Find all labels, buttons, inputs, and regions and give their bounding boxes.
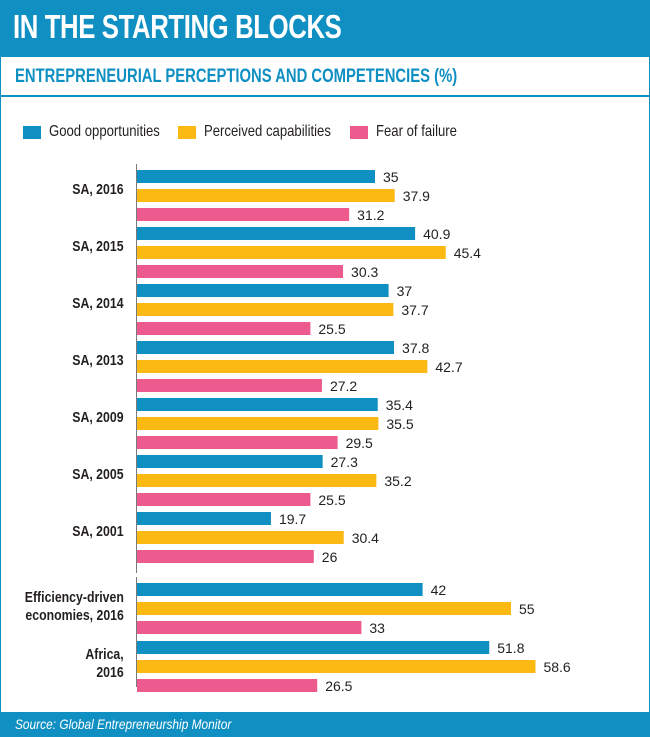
bar-perceived-capabilities	[137, 360, 428, 373]
bar-fear-of-failure	[137, 265, 344, 278]
data-label-fear-of-failure: 25.5	[318, 321, 345, 337]
data-label-good-opportunities: 35.4	[386, 397, 413, 413]
data-label-perceived-capabilities: 37.7	[401, 302, 428, 318]
data-label-good-opportunities: 51.8	[497, 640, 524, 656]
data-label-perceived-capabilities: 35.5	[386, 416, 413, 432]
subtitle-divider	[1, 95, 649, 97]
data-label-good-opportunities: 37	[397, 283, 413, 299]
data-label-fear-of-failure: 26.5	[325, 678, 352, 694]
bar-good-opportunities	[137, 284, 389, 297]
data-label-fear-of-failure: 29.5	[346, 435, 373, 451]
category-label: SA, 2014	[72, 295, 124, 312]
data-label-perceived-capabilities: 45.4	[454, 245, 481, 261]
data-label-perceived-capabilities: 58.6	[543, 659, 570, 675]
data-label-perceived-capabilities: 42.7	[435, 359, 462, 375]
bar-good-opportunities	[137, 455, 323, 468]
data-label-good-opportunities: 35	[383, 169, 399, 185]
bar-perceived-capabilities	[137, 417, 379, 430]
bar-good-opportunities	[137, 641, 490, 654]
category-label: SA, 2016	[72, 181, 124, 198]
data-label-good-opportunities: 40.9	[423, 226, 450, 242]
data-label-perceived-capabilities: 35.2	[384, 473, 411, 489]
bar-perceived-capabilities	[137, 602, 511, 615]
bar-good-opportunities	[137, 227, 416, 240]
data-label-perceived-capabilities: 30.4	[352, 530, 379, 546]
title-bar: IN THE STARTING BLOCKS	[1, 1, 649, 57]
data-label-fear-of-failure: 30.3	[351, 264, 378, 280]
data-label-fear-of-failure: 31.2	[357, 207, 384, 223]
source-note: Source: Global Entrepreneurship Monitor	[15, 716, 232, 732]
bar-fear-of-failure	[137, 379, 322, 392]
legend-swatch-good-opportunities	[23, 126, 41, 139]
bar-fear-of-failure	[137, 436, 338, 449]
axis-line-upper	[136, 164, 137, 573]
bar-perceived-capabilities	[137, 303, 394, 316]
data-label-fear-of-failure: 27.2	[330, 378, 357, 394]
data-label-good-opportunities: 19.7	[279, 511, 306, 527]
data-label-good-opportunities: 27.3	[331, 454, 358, 470]
legend-swatch-fear-of-failure	[350, 126, 368, 139]
category-label: SA, 2005	[72, 466, 124, 483]
bar-good-opportunities	[137, 398, 378, 411]
data-label-fear-of-failure: 25.5	[318, 492, 345, 508]
bar-good-opportunities	[137, 512, 271, 525]
bar-good-opportunities	[137, 341, 395, 354]
legend-label-perceived-capabilities: Perceived capabilities	[204, 123, 331, 140]
page-title: IN THE STARTING BLOCKS	[13, 8, 342, 45]
data-label-perceived-capabilities: 55	[519, 601, 535, 617]
category-label: SA, 2009	[72, 409, 124, 426]
bar-good-opportunities	[137, 170, 375, 183]
legend-label-good-opportunities: Good opportunities	[49, 123, 160, 140]
bar-fear-of-failure	[137, 679, 318, 692]
category-label: SA, 2015	[72, 238, 124, 255]
category-label: Efficiency-driven economies, 2016	[24, 589, 125, 624]
legend-swatch-perceived-capabilities	[178, 126, 196, 139]
bar-fear-of-failure	[137, 621, 362, 634]
data-label-fear-of-failure: 26	[322, 549, 338, 565]
bar-perceived-capabilities	[137, 189, 395, 202]
bar-perceived-capabilities	[137, 474, 377, 487]
chart-subtitle: ENTREPRENEURIAL PERCEPTIONS AND COMPETEN…	[15, 66, 458, 87]
category-label: SA, 2001	[72, 523, 124, 540]
bar-perceived-capabilities	[137, 246, 446, 259]
bar-good-opportunities	[137, 583, 423, 596]
data-label-perceived-capabilities: 37.9	[403, 188, 430, 204]
data-label-good-opportunities: 37.8	[402, 340, 429, 356]
bar-fear-of-failure	[137, 208, 350, 221]
data-label-good-opportunities: 42	[431, 582, 447, 598]
bar-fear-of-failure	[137, 550, 314, 563]
axis-line-lower	[136, 577, 137, 687]
category-label: SA, 2013	[72, 352, 124, 369]
footer-bar: Source: Global Entrepreneurship Monitor	[1, 712, 649, 736]
bar-fear-of-failure	[137, 322, 311, 335]
bar-fear-of-failure	[137, 493, 311, 506]
category-label: Africa, 2016	[85, 646, 124, 681]
data-label-fear-of-failure: 33	[369, 620, 385, 636]
bar-perceived-capabilities	[137, 531, 344, 544]
bar-perceived-capabilities	[137, 660, 536, 673]
legend-label-fear-of-failure: Fear of failure	[376, 123, 457, 140]
